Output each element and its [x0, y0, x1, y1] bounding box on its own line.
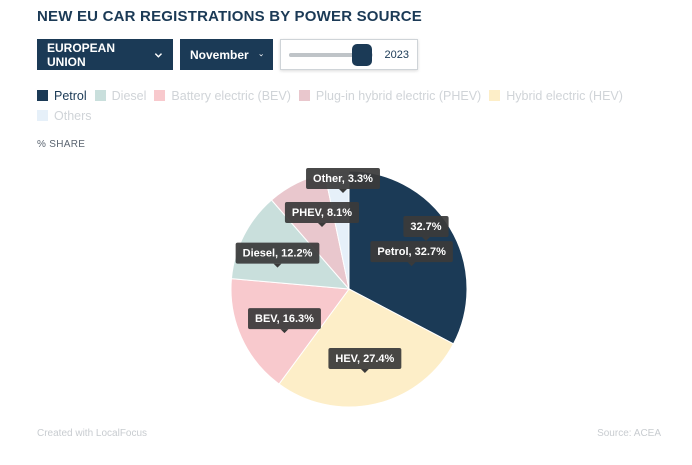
legend-swatch [37, 110, 48, 121]
legend-label: Others [54, 108, 92, 123]
legend-label: Hybrid electric (HEV) [506, 88, 623, 103]
credit-text: Created with LocalFocus [37, 428, 148, 439]
chevron-down-icon [259, 53, 263, 56]
month-dropdown-label: November [190, 47, 249, 62]
data-label-bev-text: BEV, 16.3% [255, 313, 314, 325]
year-slider-thumb[interactable] [351, 43, 372, 66]
legend-label: Petrol [54, 88, 87, 103]
data-label-phev-text: PHEV, 8.1% [292, 207, 352, 219]
data-label-bev: BEV, 16.3% [248, 308, 321, 334]
legend-swatch [298, 90, 310, 101]
legend-item[interactable]: Hybrid electric (HEV) [489, 88, 623, 103]
year-slider[interactable]: 2023 [280, 39, 418, 70]
data-label-phev: PHEV, 8.1% [284, 202, 360, 227]
data-label-other: Other, 3.3% [306, 168, 380, 193]
year-slider-fill [289, 52, 362, 57]
data-label-hev-text: HEV, 27.4% [335, 353, 394, 365]
region-dropdown[interactable]: EUROPEAN UNION [37, 39, 173, 70]
region-dropdown-label: EUROPEAN UNION [47, 40, 116, 69]
year-slider-value: 2023 [384, 48, 409, 61]
legend-swatch [94, 90, 106, 101]
legend-label: Battery electric (BEV) [171, 88, 291, 103]
legend-label: Diesel [111, 88, 147, 103]
legend: Petrol Diesel Battery electric (BEV) Plug-i… [37, 88, 657, 123]
data-label-diesel: Diesel, 12.2% [235, 242, 320, 268]
data-label-petrol-text: Petrol, 32.7% [377, 246, 446, 258]
year-slider-track[interactable] [289, 43, 373, 66]
data-label-petrol: Petrol, 32.7% [370, 241, 453, 267]
chevron-down-icon [154, 52, 163, 58]
legend-item[interactable]: Plug-in hybrid electric (PHEV) [298, 88, 482, 103]
pie-slice-bev[interactable] [230, 278, 350, 385]
chart-title: NEW EU CAR REGISTRATIONS BY POWER SOURCE [37, 8, 422, 25]
legend-swatch [489, 90, 501, 101]
legend-swatch [154, 90, 166, 101]
data-label-other-text: Other, 3.3% [313, 173, 373, 185]
controls-bar: EUROPEAN UNION November 2023 [37, 39, 418, 70]
hover-value-tooltip: 32.7% [403, 216, 449, 241]
legend-label: Plug-in hybrid electric (PHEV) [315, 88, 482, 103]
month-dropdown[interactable]: November [180, 39, 273, 70]
legend-item[interactable]: Diesel [94, 88, 147, 103]
data-label-hev: HEV, 27.4% [328, 347, 402, 373]
hover-value-tooltip-text: 32.7% [410, 221, 441, 233]
legend-swatch [37, 90, 48, 101]
unit-label: % SHARE [37, 139, 86, 150]
pie-slice-hev[interactable] [278, 288, 455, 408]
legend-item[interactable]: Petrol [37, 88, 87, 103]
legend-item[interactable]: Others [37, 108, 92, 123]
source-text: Source: ACEA [597, 428, 661, 439]
legend-item[interactable]: Battery electric (BEV) [154, 88, 291, 103]
data-label-diesel-text: Diesel, 12.2% [243, 248, 313, 260]
